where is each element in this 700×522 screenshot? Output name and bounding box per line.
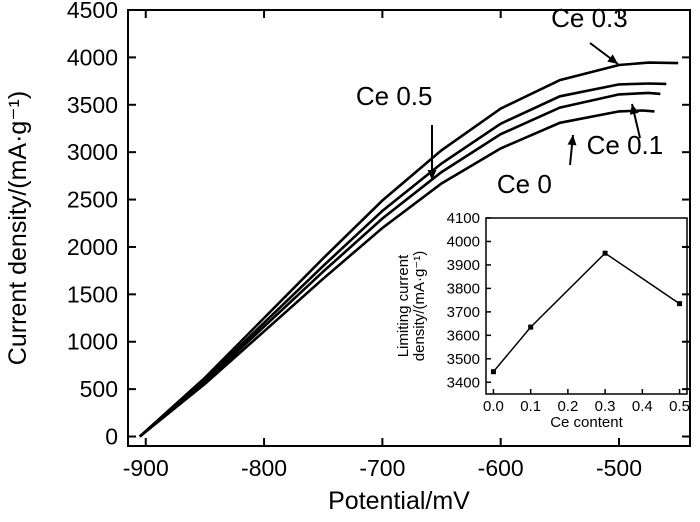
annotation-arrow-head (607, 54, 618, 64)
x-tick-label: -500 (596, 455, 642, 481)
annotation-arrow-head (427, 170, 437, 180)
inset-y-axis-title-line2: density/(mA·g⁻¹) (411, 251, 428, 361)
inset-data-point (677, 301, 683, 307)
annotation-arrow-head (629, 104, 639, 115)
x-tick-label: -800 (241, 455, 287, 481)
annotation-label: Ce 0 (497, 169, 552, 199)
inset-plot: 0.0 0.1 0.2 0.3 0.4 0.5 3400 3500 3600 3700 3800 39… (395, 210, 690, 431)
inset-x-tick-label: 0.2 (557, 398, 578, 415)
inset-y-axis-title-line1: Limiting current (395, 254, 412, 357)
inset-data-point (490, 369, 496, 375)
annotation-label: Ce 0.1 (587, 130, 664, 160)
y-tick-label: 3500 (67, 92, 118, 118)
inset-data-point (602, 250, 608, 256)
y-tick-label: 3000 (67, 139, 118, 165)
annotation-label: Ce 0.3 (551, 3, 628, 33)
inset-x-tick-label: 0.4 (632, 398, 653, 415)
inset-x-tick-label: 0.5 (669, 398, 690, 415)
x-tick-label: -900 (123, 455, 169, 481)
series-line-ce-0-3 (138, 61, 679, 438)
y-tick-label: 1500 (67, 281, 118, 307)
inset-y-tick-label: 3800 (447, 280, 480, 297)
series-line-ce-0-5 (138, 82, 667, 438)
inset-y-tick-label: 3400 (447, 374, 480, 391)
y-tick-label: 1000 (67, 329, 118, 355)
x-axis-title: Potential/mV (328, 487, 470, 515)
x-tick-label: -600 (478, 455, 524, 481)
x-tick-label: -700 (359, 455, 405, 481)
annotation-arrow-head (567, 135, 577, 146)
y-tick-label: 2000 (67, 234, 118, 260)
inset-series-line (492, 252, 681, 373)
y-tick-label: 2500 (67, 187, 118, 213)
inset-axes-frame (485, 217, 688, 395)
y-tick-label: 4500 (67, 0, 118, 23)
series-line-ce-0 (138, 109, 655, 438)
inset-data-point (528, 324, 534, 330)
y-axis-title: Current density/(mA·g⁻¹) (4, 91, 32, 365)
main-axes-frame (127, 9, 691, 447)
inset-y-tick-label: 3600 (447, 327, 480, 344)
inset-x-tick-label: 0.3 (595, 398, 616, 415)
main-plot: -900 -800 -700 -600 -500 0 500 1000 1500 2000 2500… (4, 0, 691, 515)
inset-x-tick-label: 0.0 (483, 398, 504, 415)
inset-y-tick-label: 4000 (447, 233, 480, 250)
inset-x-axis-title: Ce content (550, 414, 623, 431)
series-line-ce-0-1 (138, 91, 661, 438)
inset-y-tick-label: 3500 (447, 351, 480, 368)
inset-y-tick-label: 3700 (447, 304, 480, 321)
inset-y-tick-label: 4100 (447, 210, 480, 227)
y-tick-label: 0 (105, 424, 118, 450)
annotation-label: Ce 0.5 (356, 81, 433, 111)
inset-y-tick-label: 3900 (447, 257, 480, 274)
y-tick-label: 500 (80, 376, 118, 402)
y-tick-label: 4000 (67, 44, 118, 70)
inset-x-tick-label: 0.1 (520, 398, 541, 415)
